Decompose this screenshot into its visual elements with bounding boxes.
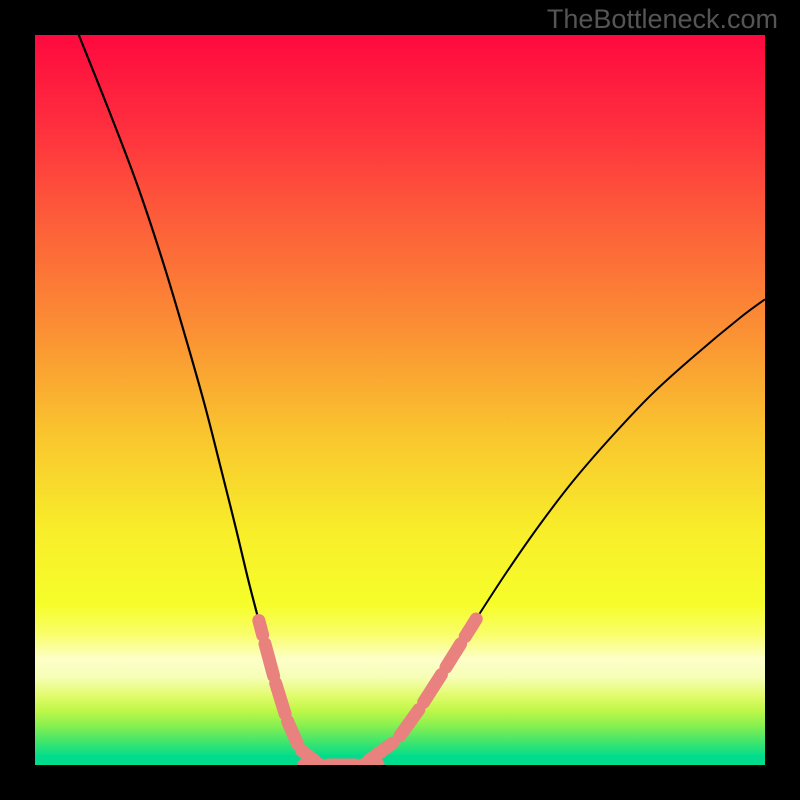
- plot-area: [35, 35, 765, 765]
- curves-svg: [35, 35, 765, 765]
- right-curve: [331, 299, 765, 765]
- left-curve: [79, 35, 331, 765]
- stage: TheBottleneck.com: [0, 0, 800, 800]
- watermark-text: TheBottleneck.com: [547, 4, 778, 35]
